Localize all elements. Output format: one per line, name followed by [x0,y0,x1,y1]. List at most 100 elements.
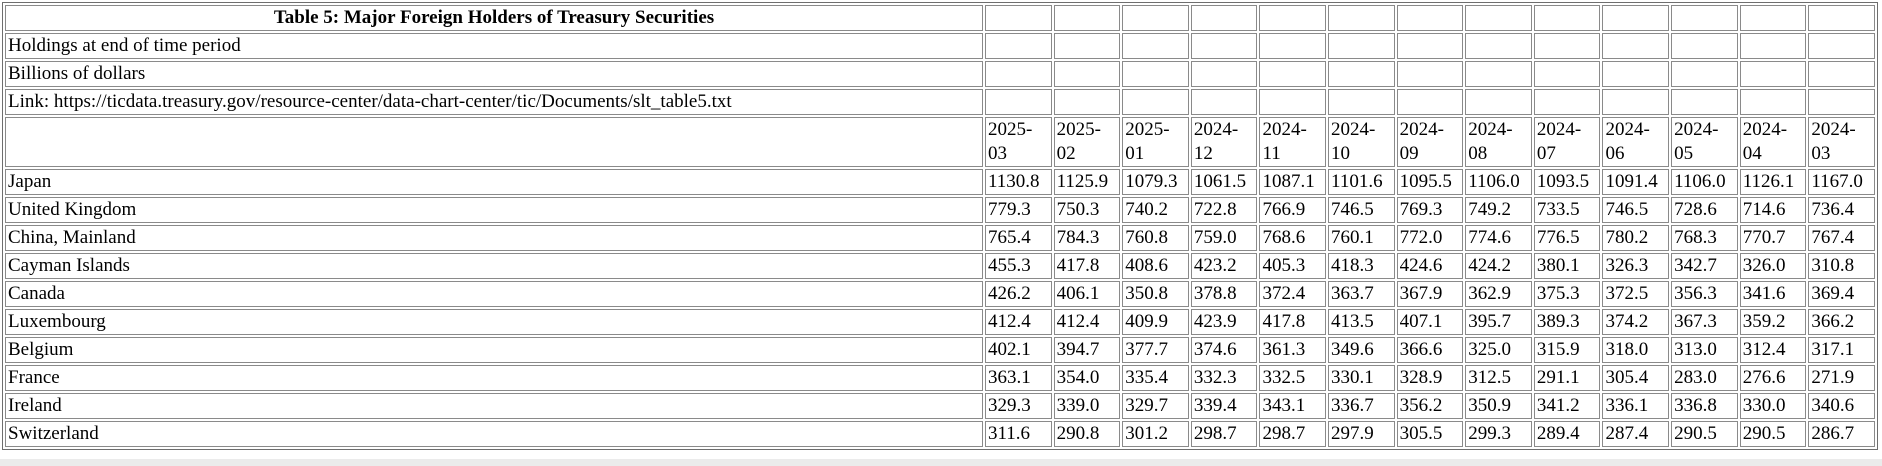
empty-cell [1053,61,1121,87]
date-header-cell: 2024-07 [1533,117,1601,167]
date-header-cell: 2025-03 [985,117,1052,167]
empty-cell [1533,61,1601,87]
value-cell: 417.8 [1259,309,1327,335]
value-cell: 305.5 [1396,421,1464,447]
value-cell: 779.3 [985,197,1052,223]
units-note-row: Billions of dollars [5,61,1875,87]
value-cell: 722.8 [1190,197,1258,223]
value-cell: 405.3 [1259,253,1327,279]
empty-cell [1259,61,1327,87]
value-cell: 367.9 [1396,281,1464,307]
table-row: France 363.1 354.0 335.4 332.3 332.5 330.1 328.… [5,365,1875,391]
empty-cell [1053,5,1121,31]
country-cell: Canada [5,281,983,307]
source-link-text: Link: https://ticdata.treasury.gov/resou… [5,89,983,115]
value-cell: 349.6 [1328,337,1395,363]
value-cell: 750.3 [1053,197,1121,223]
empty-cell [1671,61,1738,87]
table-row: Canada 426.2 406.1 350.8 378.8 372.4 363.7 367.… [5,281,1875,307]
value-cell: 407.1 [1396,309,1464,335]
table-row: Ireland 329.3 339.0 329.7 339.4 343.1 336.7 356… [5,393,1875,419]
value-cell: 372.4 [1259,281,1327,307]
date-header-cell: 2024-09 [1396,117,1464,167]
empty-cell [1190,89,1258,115]
empty-cell [1396,61,1464,87]
holders-table: Table 5: Major Foreign Holders of Treasu… [2,2,1878,450]
value-cell: 746.5 [1602,197,1670,223]
value-cell: 412.4 [1053,309,1121,335]
date-header-cell: 2024-10 [1328,117,1395,167]
value-cell: 329.7 [1122,393,1189,419]
value-cell: 423.9 [1190,309,1258,335]
value-cell: 1087.1 [1259,169,1327,195]
table-row: Luxembourg 412.4 412.4 409.9 423.9 417.8 413.5… [5,309,1875,335]
value-cell: 759.0 [1190,225,1258,251]
empty-cell [1465,33,1532,59]
value-cell: 766.9 [1259,197,1327,223]
value-cell: 1130.8 [985,169,1052,195]
value-cell: 290.8 [1053,421,1121,447]
value-cell: 374.2 [1602,309,1670,335]
value-cell: 367.3 [1671,309,1738,335]
value-cell: 335.4 [1122,365,1189,391]
empty-cell [985,5,1052,31]
value-cell: 413.5 [1328,309,1395,335]
value-cell: 380.1 [1533,253,1601,279]
value-cell: 332.5 [1259,365,1327,391]
empty-cell [1808,5,1875,31]
value-cell: 336.7 [1328,393,1395,419]
country-cell: Japan [5,169,983,195]
empty-cell [1190,33,1258,59]
value-cell: 1095.5 [1396,169,1464,195]
value-cell: 328.9 [1396,365,1464,391]
value-cell: 774.6 [1465,225,1532,251]
value-cell: 290.5 [1739,421,1807,447]
empty-cell [1465,61,1532,87]
value-cell: 424.2 [1465,253,1532,279]
value-cell: 760.8 [1122,225,1189,251]
value-cell: 1079.3 [1122,169,1189,195]
date-header-cell: 2024-05 [1671,117,1738,167]
date-header-cell: 2025-02 [1053,117,1121,167]
value-cell: 1093.5 [1533,169,1601,195]
empty-cell [1122,89,1189,115]
value-cell: 394.7 [1053,337,1121,363]
value-cell: 356.3 [1671,281,1738,307]
value-cell: 363.1 [985,365,1052,391]
empty-cell [1602,33,1670,59]
date-header-cell: 2024-06 [1602,117,1670,167]
value-cell: 330.0 [1739,393,1807,419]
empty-cell [1122,5,1189,31]
empty-cell [1328,5,1395,31]
empty-cell [1465,89,1532,115]
table-row: China, Mainland 765.4 784.3 760.8 759.0 768.6… [5,225,1875,251]
value-cell: 341.6 [1739,281,1807,307]
value-cell: 339.4 [1190,393,1258,419]
value-cell: 359.2 [1739,309,1807,335]
value-cell: 418.3 [1328,253,1395,279]
empty-cell [1396,33,1464,59]
empty-cell [1602,89,1670,115]
empty-cell [1053,89,1121,115]
country-cell: Switzerland [5,421,983,447]
value-cell: 1106.0 [1465,169,1532,195]
empty-cell [985,33,1052,59]
value-cell: 770.7 [1739,225,1807,251]
value-cell: 305.4 [1602,365,1670,391]
value-cell: 341.2 [1533,393,1601,419]
value-cell: 366.6 [1396,337,1464,363]
value-cell: 784.3 [1053,225,1121,251]
value-cell: 291.1 [1533,365,1601,391]
date-header-cell: 2024-11 [1259,117,1327,167]
empty-cell [1739,89,1807,115]
empty-cell [1671,89,1738,115]
value-cell: 776.5 [1533,225,1601,251]
value-cell: 1125.9 [1053,169,1121,195]
value-cell: 299.3 [1465,421,1532,447]
value-cell: 1101.6 [1328,169,1395,195]
value-cell: 350.9 [1465,393,1532,419]
value-cell: 343.1 [1259,393,1327,419]
value-cell: 412.4 [985,309,1052,335]
value-cell: 326.3 [1602,253,1670,279]
empty-cell [1671,33,1738,59]
